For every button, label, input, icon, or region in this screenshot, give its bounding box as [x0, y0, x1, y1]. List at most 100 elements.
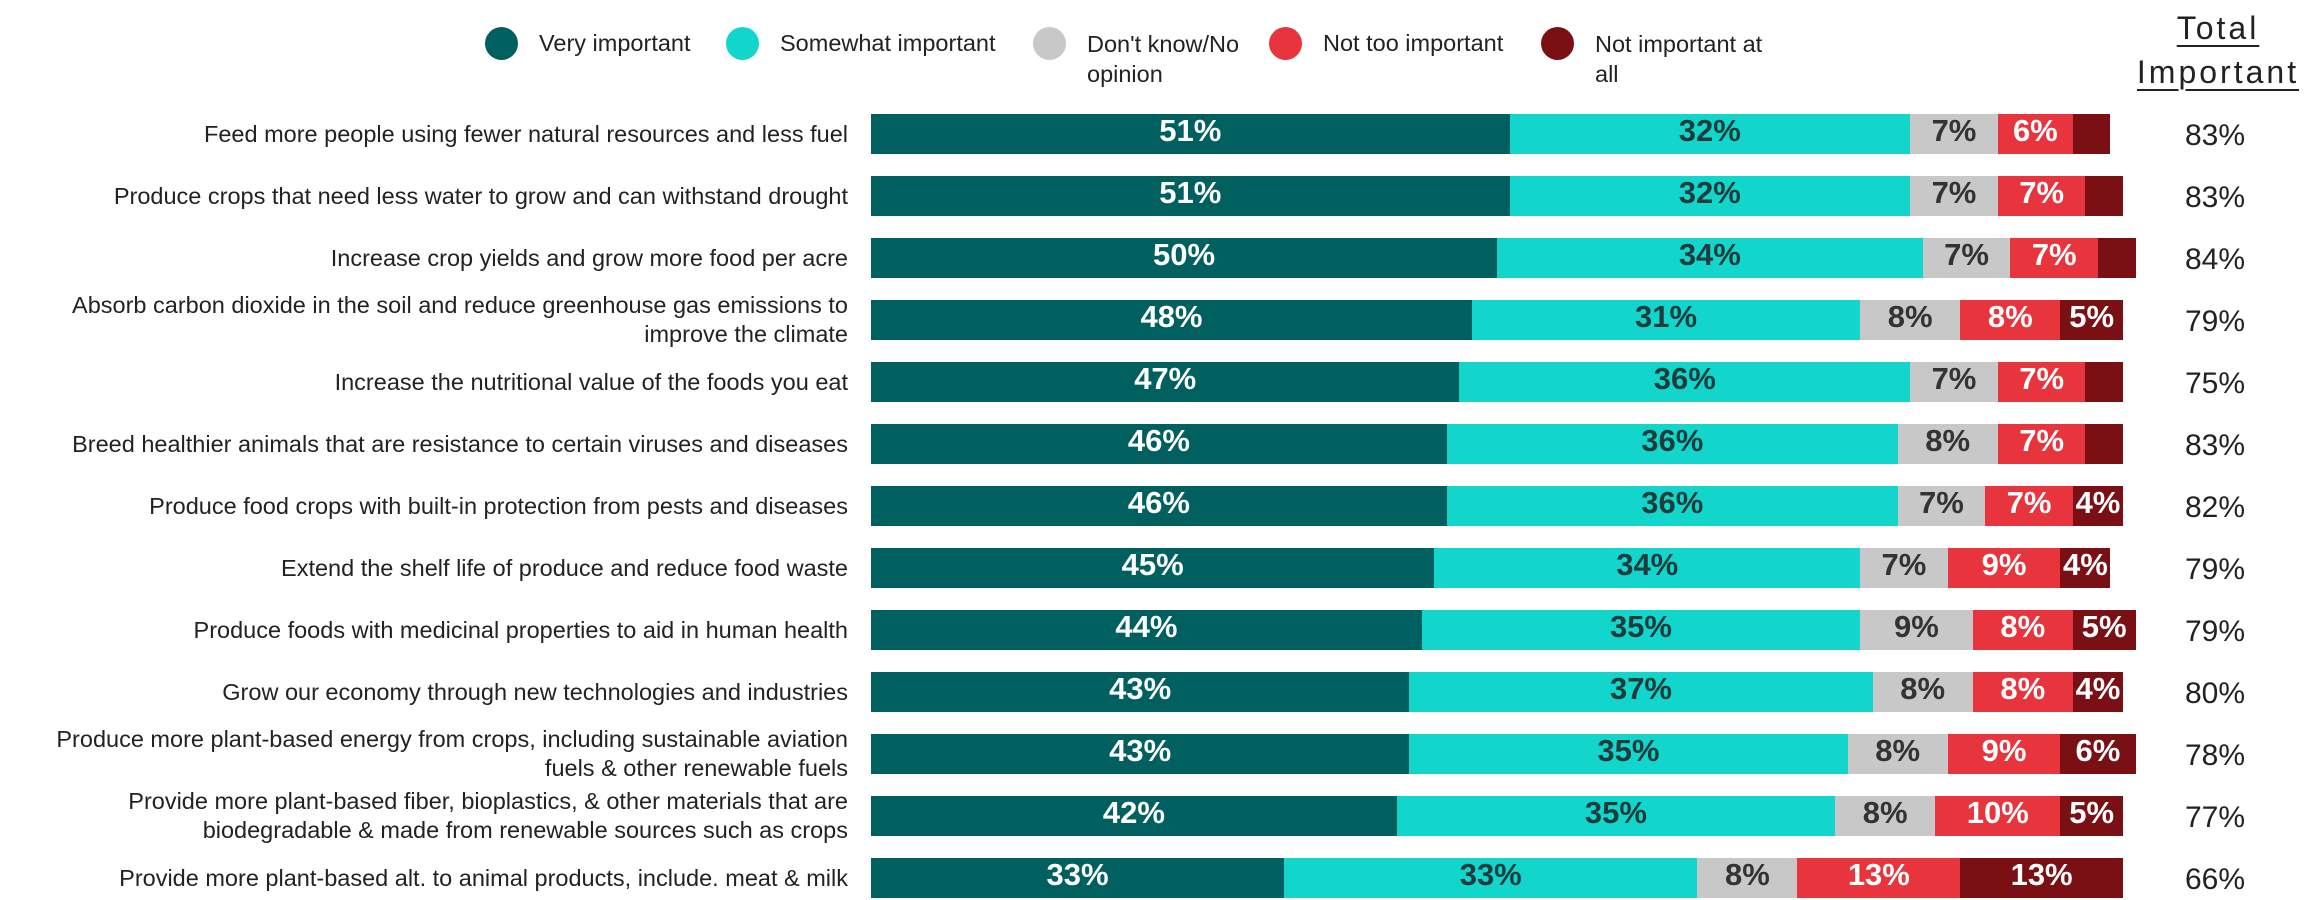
total-label: 83%	[2184, 429, 2246, 462]
bar-segment	[1697, 858, 1798, 898]
bar-segment	[1997, 114, 2073, 154]
bar-segment	[1910, 362, 1998, 402]
bar-segment	[871, 734, 1410, 774]
value-label: 8%	[1987, 299, 2033, 334]
value-label: 36%	[1653, 361, 1716, 396]
bar-segment	[2072, 672, 2123, 712]
value-label: 51%	[1159, 175, 1222, 210]
bar-segment	[1409, 734, 1848, 774]
total-label: 66%	[2184, 863, 2246, 896]
bar-segment	[1459, 362, 1911, 402]
value-label: 43%	[1109, 733, 1172, 768]
bar-segment	[2085, 176, 2123, 216]
value-label: 8%	[1724, 857, 1770, 892]
category-label: Absorb carbon dioxide in the soil and re…	[72, 292, 848, 347]
value-label: 4%	[2075, 485, 2121, 520]
value-label: 42%	[1102, 795, 1165, 830]
bar-segment	[1446, 486, 1898, 526]
bar-segment	[1434, 548, 1861, 588]
bar-segment	[1409, 672, 1873, 712]
bar-segment	[871, 424, 1447, 464]
total-label: 80%	[2184, 677, 2246, 710]
value-label: 44%	[1115, 609, 1178, 644]
value-label: 5%	[2081, 609, 2127, 644]
value-label: 36%	[1641, 485, 1704, 520]
value-label: 7%	[2019, 423, 2065, 458]
value-label: 46%	[1127, 485, 1190, 520]
bar-segment	[1997, 424, 2086, 464]
value-label: 8%	[1925, 423, 1971, 458]
value-label: 33%	[1046, 857, 1109, 892]
bar-segment	[2010, 238, 2098, 278]
value-label: 36%	[1641, 423, 1704, 458]
value-label: 32%	[1678, 113, 1741, 148]
bar-segment	[1997, 176, 2086, 216]
legend-label: Not important at all	[1595, 31, 1763, 87]
value-label: 48%	[1140, 299, 1203, 334]
total-label: 84%	[2184, 243, 2246, 276]
value-label: 8%	[1875, 733, 1921, 768]
bar-segment	[871, 114, 1510, 154]
value-label: 13%	[1847, 857, 1910, 892]
bar-segment	[1471, 300, 1861, 340]
value-label: 7%	[1931, 113, 1977, 148]
value-label: 34%	[1616, 547, 1679, 582]
bar-segment	[1497, 238, 1923, 278]
bar-segment	[1910, 114, 1998, 154]
bar-segment	[1972, 610, 2073, 650]
legend-label: Don't know/No opinion	[1087, 31, 1240, 87]
total-label: 83%	[2184, 119, 2246, 152]
bar-segment	[1922, 238, 2011, 278]
value-label: 37%	[1609, 671, 1672, 706]
total-label: 79%	[2184, 553, 2246, 586]
bar-segment	[871, 176, 1510, 216]
bar-segment	[1860, 300, 1961, 340]
category-label: Feed more people using fewer natural res…	[203, 120, 848, 147]
value-label: 6%	[2012, 113, 2058, 148]
total-label: 79%	[2184, 305, 2246, 338]
bar-segment	[1421, 610, 1861, 650]
value-label: 31%	[1634, 299, 1698, 334]
value-label: 5%	[2069, 299, 2115, 334]
bar-segment	[2072, 610, 2136, 650]
bar-segment	[1509, 114, 1911, 154]
value-label: 32%	[1678, 175, 1741, 210]
bar-segment	[871, 300, 1472, 340]
total-label: 79%	[2184, 615, 2246, 648]
bar-segment	[1947, 548, 2061, 588]
category-label: Produce more plant-based energy from cro…	[56, 726, 848, 781]
category-label: Increase crop yields and grow more food …	[330, 244, 848, 271]
value-label: 46%	[1127, 423, 1190, 458]
legend-marker	[1541, 27, 1574, 60]
value-label: 43%	[1109, 671, 1172, 706]
bar-segment	[1446, 424, 1898, 464]
value-label: 7%	[1881, 547, 1927, 582]
total-label: 77%	[2184, 801, 2246, 834]
bar-segment	[1797, 858, 1961, 898]
legend-marker	[485, 27, 518, 60]
bar-segment	[1396, 796, 1836, 836]
bar-segment	[2060, 300, 2123, 340]
legend-label: Not too important	[1323, 30, 1504, 56]
total-label: 75%	[2184, 367, 2246, 400]
total-label: 83%	[2184, 181, 2246, 214]
bar-segment	[2072, 114, 2111, 154]
value-label: 47%	[1134, 361, 1197, 396]
value-label: 9%	[1894, 609, 1939, 644]
total-label: 82%	[2184, 491, 2246, 524]
value-label: 34%	[1678, 237, 1741, 272]
legend-marker	[726, 27, 759, 60]
legend-marker	[1033, 27, 1066, 60]
bar-segment	[2097, 238, 2136, 278]
bar-segment	[1847, 734, 1948, 774]
bar-segment	[2085, 424, 2123, 464]
bar-segment	[1935, 796, 2061, 836]
bar-segment	[1985, 486, 2073, 526]
value-label: 4%	[2063, 547, 2108, 582]
value-label: 7%	[1944, 237, 1989, 272]
value-label: 8%	[2000, 609, 2046, 644]
bar-segment	[871, 238, 1497, 278]
bar-segment	[1947, 734, 2061, 774]
bar-segment	[1960, 300, 2061, 340]
